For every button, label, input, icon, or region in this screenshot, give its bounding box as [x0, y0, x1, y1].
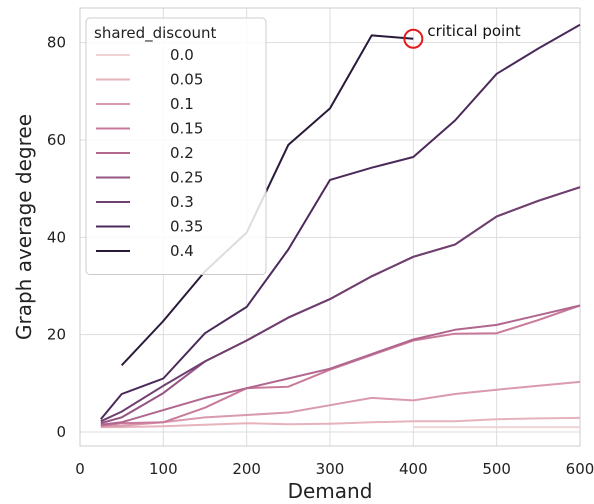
x-tick-label: 600 — [566, 460, 594, 478]
series-layer — [100, 23, 581, 429]
y-tick-label: 60 — [47, 131, 66, 149]
critical-point-label: critical point — [427, 22, 520, 40]
y-tick-label: 80 — [47, 34, 66, 52]
series-line-0-4 — [120, 34, 414, 366]
legend-box — [85, 17, 267, 275]
y-tick-label: 0 — [56, 423, 66, 441]
y-tick-label: 40 — [47, 228, 66, 246]
y-tick-label: 20 — [47, 326, 66, 344]
x-tick-label: 100 — [149, 460, 178, 478]
x-tick-label: 400 — [399, 460, 428, 478]
legend-label: 0.0 — [170, 46, 194, 64]
legend: shared_discount 0.0 0.05 0.1 0.15 0.2 0.25 0.3 0… — [85, 17, 267, 275]
legend-label: 0.1 — [170, 95, 194, 113]
legend-title: shared_discount — [94, 24, 217, 43]
series-line-0-05 — [100, 416, 581, 429]
legend-label: 0.25 — [170, 169, 203, 187]
series-line-0-2 — [100, 304, 581, 426]
plot-frame — [79, 7, 581, 447]
x-axis-title: Demand — [288, 479, 373, 503]
series-line-0-3 — [100, 186, 581, 423]
legend-label: 0.35 — [170, 218, 203, 236]
x-tick-label: 0 — [75, 460, 85, 478]
annotation-layer: critical point — [403, 22, 521, 49]
x-tick-label: 500 — [482, 460, 511, 478]
series-line-0-35 — [100, 23, 581, 420]
legend-label: 0.2 — [170, 144, 194, 162]
tick-labels: 0 100 200 300 400 500 600 0 20 40 60 80 — [47, 34, 594, 478]
critical-point-marker — [403, 28, 424, 49]
y-axis-title: Graph average degree — [12, 114, 36, 340]
x-tick-label: 300 — [316, 460, 345, 478]
legend-label: 0.15 — [170, 120, 203, 138]
x-tick-label: 200 — [232, 460, 261, 478]
legend-label: 0.4 — [170, 242, 194, 260]
legend-label: 0.3 — [170, 193, 194, 211]
legend-label: 0.05 — [170, 71, 203, 89]
